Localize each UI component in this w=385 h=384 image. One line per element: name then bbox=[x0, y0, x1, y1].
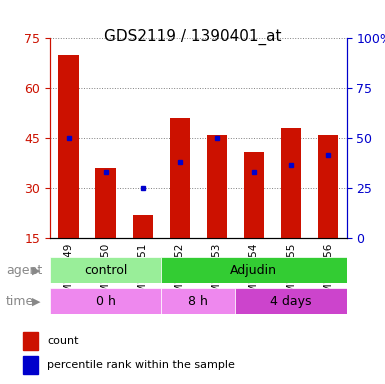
Bar bbox=[281, 128, 301, 238]
Bar bbox=[244, 152, 264, 238]
Text: agent: agent bbox=[6, 264, 42, 277]
Bar bbox=[95, 168, 116, 238]
Text: GDS2119 / 1390401_at: GDS2119 / 1390401_at bbox=[104, 29, 281, 45]
Text: count: count bbox=[47, 336, 79, 346]
Bar bbox=[23, 332, 38, 350]
Bar bbox=[59, 55, 79, 238]
Text: percentile rank within the sample: percentile rank within the sample bbox=[47, 360, 235, 370]
Bar bbox=[161, 257, 346, 283]
Bar bbox=[169, 118, 190, 238]
Text: time: time bbox=[6, 295, 34, 308]
Bar bbox=[235, 288, 346, 314]
Text: control: control bbox=[84, 264, 127, 277]
Bar bbox=[50, 288, 161, 314]
Bar bbox=[207, 135, 227, 238]
Bar bbox=[23, 356, 38, 374]
Bar bbox=[161, 288, 235, 314]
Text: ▶: ▶ bbox=[32, 296, 41, 306]
Text: 0 h: 0 h bbox=[96, 295, 115, 308]
Text: ▶: ▶ bbox=[32, 266, 41, 276]
Bar bbox=[132, 215, 153, 238]
Text: 4 days: 4 days bbox=[270, 295, 312, 308]
Bar bbox=[318, 135, 338, 238]
Text: 8 h: 8 h bbox=[188, 295, 208, 308]
Text: Adjudin: Adjudin bbox=[230, 264, 277, 277]
Bar bbox=[50, 257, 161, 283]
